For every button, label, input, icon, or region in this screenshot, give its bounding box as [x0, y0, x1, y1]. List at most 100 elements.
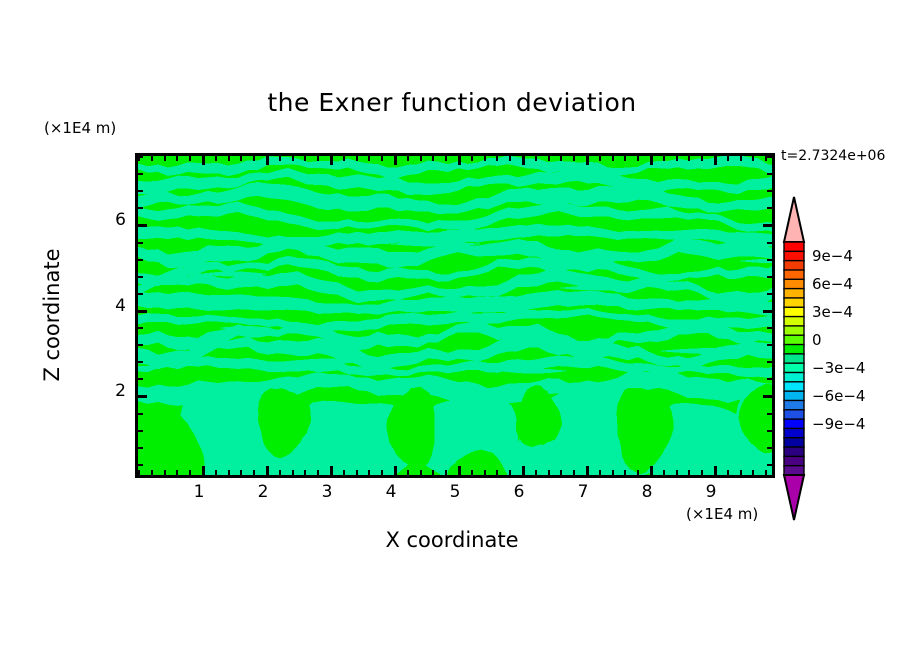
colorbar-cell — [783, 343, 805, 356]
contour-sliver — [498, 368, 568, 374]
x-tick-top — [662, 156, 665, 161]
colorbar-cell — [783, 381, 805, 393]
colorbar — [778, 196, 812, 521]
colorbar-cell — [783, 371, 805, 384]
x-tick — [138, 470, 140, 475]
x-tick-top — [445, 156, 448, 161]
colorbar-tick-label: 0 — [812, 330, 822, 349]
x-tick-top — [381, 156, 384, 161]
x-tick-top — [726, 156, 729, 161]
y-tick — [138, 327, 143, 330]
x-tick-top — [675, 156, 678, 161]
x-tick — [394, 466, 397, 475]
contour-blob-inner — [447, 449, 508, 475]
x-tick — [611, 470, 614, 475]
contour-band — [138, 290, 772, 317]
contour-blob-inner — [258, 388, 312, 459]
contour-band — [138, 368, 772, 409]
contour-band — [138, 167, 772, 196]
y-tick-right — [767, 344, 772, 347]
y-tick — [138, 309, 147, 313]
page-title: the Exner function deviation — [267, 88, 637, 117]
y-tick — [138, 207, 143, 210]
x-tick-top — [304, 156, 307, 161]
y-tick-right — [767, 327, 772, 330]
x-tick-top — [522, 156, 525, 165]
colorbar-tick-label: 3e−4 — [812, 302, 853, 321]
x-tick — [419, 470, 422, 475]
x-tick — [445, 470, 448, 475]
y-tick-right — [767, 378, 772, 381]
plot-area — [135, 153, 775, 478]
contour-band — [138, 255, 772, 287]
colorbar-cell — [783, 446, 805, 458]
x-tick — [547, 470, 550, 475]
x-tick-top — [266, 156, 269, 165]
x-tick — [381, 470, 384, 475]
y-tick — [138, 378, 143, 381]
y-tick-right — [763, 224, 772, 228]
colorbar-tick-label: −9e−4 — [812, 414, 866, 433]
x-tick — [150, 470, 153, 475]
x-tick-top — [534, 156, 537, 161]
x-tick-top — [624, 156, 627, 161]
contour-blob — [236, 449, 348, 475]
y-tick-label: 2 — [115, 381, 126, 402]
x-tick — [432, 470, 435, 475]
x-tick-top — [202, 156, 205, 165]
x-tick — [342, 470, 345, 475]
x-tick-label: 8 — [641, 482, 653, 502]
x-tick — [317, 470, 320, 475]
x-tick-top — [650, 156, 653, 165]
y-tick-right — [763, 309, 772, 313]
contour-field — [138, 156, 772, 475]
x-tick — [714, 466, 717, 475]
x-tick — [227, 470, 230, 475]
colorbar-cell — [783, 315, 805, 328]
y-axis-title: Z coordinate — [40, 248, 64, 382]
contour-sliver — [558, 285, 638, 291]
colorbar-cell — [783, 278, 805, 290]
y-tick — [138, 241, 143, 244]
y-tick-right — [767, 463, 772, 466]
x-tick — [496, 470, 499, 475]
x-tick-top — [573, 156, 576, 161]
colorbar-cell — [783, 427, 805, 440]
contour-band — [138, 156, 772, 179]
contour-sliver — [738, 259, 772, 263]
x-tick-top — [240, 156, 243, 161]
y-tick-right — [767, 292, 772, 295]
y-tick-right — [767, 241, 772, 244]
contour-sliver — [388, 241, 483, 247]
x-tick-top — [701, 156, 704, 161]
x-tick-label: 2 — [257, 482, 269, 502]
x-tick — [586, 466, 589, 475]
x-tick — [598, 470, 601, 475]
x-tick — [214, 470, 217, 475]
colorbar-cell — [783, 334, 805, 346]
x-tick — [752, 470, 755, 475]
x-tick-top — [419, 156, 422, 161]
x-tick — [726, 470, 729, 475]
contour-blob-inner — [738, 383, 772, 454]
y-tick — [138, 344, 143, 347]
x-tick-top — [714, 156, 717, 165]
x-tick-top — [739, 156, 742, 161]
colorbar-cell — [783, 250, 805, 262]
x-tick-label: 9 — [705, 482, 717, 502]
colorbar-cell — [783, 437, 805, 449]
y-tick — [138, 275, 143, 278]
x-tick — [483, 470, 486, 475]
colorbar-over-arrow — [782, 196, 806, 243]
y-tick-right — [767, 258, 772, 261]
x-tick — [202, 466, 205, 475]
x-tick-top — [611, 156, 614, 161]
x-tick — [291, 470, 294, 475]
x-tick — [739, 470, 742, 475]
x-tick-top — [330, 156, 333, 165]
x-tick-top — [637, 156, 640, 161]
x-tick — [509, 470, 512, 475]
colorbar-cell — [783, 297, 805, 309]
colorbar-cell — [783, 353, 805, 365]
y-tick-right — [763, 395, 772, 399]
